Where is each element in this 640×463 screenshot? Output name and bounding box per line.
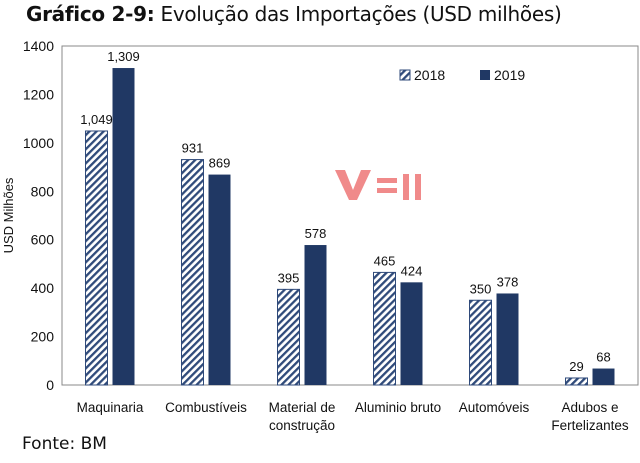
- legend-label-2018: 2018: [414, 67, 445, 83]
- bar-2019: [112, 68, 135, 385]
- data-label-2019: 424: [401, 263, 423, 278]
- data-label-2019: 68: [596, 350, 610, 365]
- bar-2018: [277, 288, 300, 386]
- data-label-2018: 465: [374, 253, 396, 268]
- y-tick-label: 200: [31, 329, 55, 345]
- data-label-2018: 395: [278, 270, 300, 285]
- x-tick-label: Aluminio bruto: [355, 400, 441, 415]
- x-tick-label: Automóveis: [459, 400, 530, 415]
- legend-label-2019: 2019: [494, 67, 525, 83]
- title-rest: Evolução das Importações (USD milhões): [154, 2, 562, 26]
- bar-2019: [592, 368, 615, 385]
- data-label-2019: 378: [497, 274, 519, 289]
- y-axis-label: USD Milhões: [1, 177, 16, 253]
- watermark-glyph: [335, 170, 421, 200]
- bar-2018: [85, 130, 108, 386]
- data-label-2019: 869: [209, 156, 231, 171]
- data-label-2018: 1,049: [80, 112, 113, 127]
- y-tick-label: 1400: [23, 38, 54, 54]
- data-label-2018: 931: [182, 141, 204, 156]
- y-tick-label: 800: [31, 183, 55, 199]
- x-tick-label: Fertelizantes: [551, 418, 629, 433]
- y-tick-label: 1000: [23, 135, 54, 151]
- bar-2018: [469, 299, 492, 386]
- x-tick-label: Maquinaria: [77, 400, 144, 415]
- x-tick-label: Material de: [269, 400, 336, 415]
- bar-2019: [400, 282, 423, 385]
- title-bold: Gráfico 2-9:: [26, 2, 155, 26]
- watermark-logo: [335, 170, 421, 200]
- bar-2019: [496, 293, 519, 385]
- y-tick-label: 0: [46, 377, 54, 393]
- data-label-2018: 350: [470, 281, 492, 296]
- bar-2019: [208, 174, 231, 385]
- data-label-2019: 1,309: [107, 49, 140, 64]
- x-tick-label: construção: [269, 418, 335, 433]
- plot-frame: [61, 45, 639, 386]
- source-note: Fonte: BM: [22, 434, 107, 454]
- bar-2018: [181, 159, 204, 386]
- y-tick-label: 600: [31, 232, 55, 248]
- legend-swatch-2019: [480, 70, 490, 80]
- bar-2018: [373, 271, 396, 386]
- data-label-2018: 29: [569, 359, 583, 374]
- x-tick-label: Combustíveis: [165, 400, 247, 415]
- data-label-2019: 578: [305, 226, 327, 241]
- y-tick-label: 400: [31, 280, 55, 296]
- bar-2018: [565, 377, 588, 386]
- x-tick-label: Adubos e: [561, 400, 618, 415]
- legend-swatch-2018: [399, 69, 411, 81]
- y-tick-label: 1200: [23, 86, 54, 102]
- chart-title: Gráfico 2-9: Evolução das Importações (U…: [26, 2, 562, 26]
- bar-2019: [304, 245, 327, 385]
